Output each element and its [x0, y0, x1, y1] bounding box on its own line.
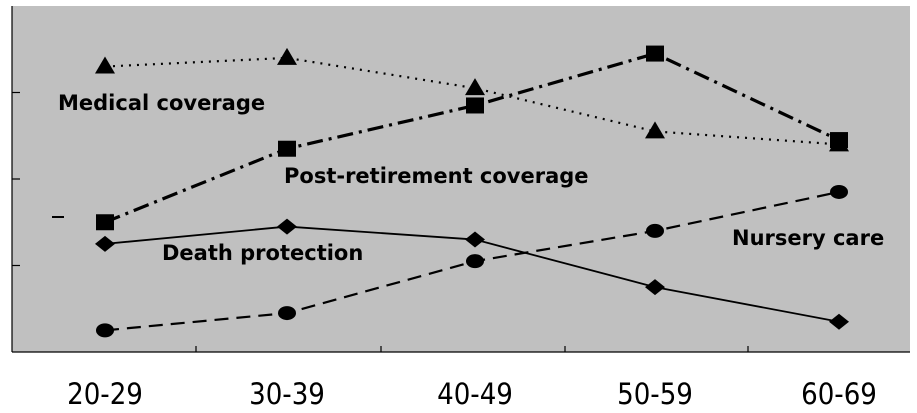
series-line: [104, 56, 840, 146]
series-nursery-care: [96, 184, 848, 338]
square-marker: [646, 45, 664, 62]
x-tick-label: 40-49: [437, 377, 513, 411]
y-axis-ticks: [12, 91, 20, 267]
triangle-marker: [645, 121, 665, 139]
series-label-medical-coverage: Medical coverage: [58, 91, 265, 115]
circle-marker: [96, 323, 114, 338]
diamond-marker: [465, 231, 485, 248]
circle-marker: [830, 184, 848, 199]
series-layer: [52, 45, 849, 338]
circle-marker: [466, 254, 484, 269]
circle-marker: [278, 306, 296, 321]
square-marker: [830, 132, 848, 149]
series-post-retirement-coverage: [96, 45, 848, 231]
square-marker: [96, 214, 114, 231]
x-axis-labels: 20-29 30-39 40-49 50-59 60-69: [67, 377, 877, 411]
series-label-nursery-care: Nursery care: [732, 226, 884, 250]
x-tick-label: 60-69: [801, 377, 877, 411]
diamond-marker: [277, 218, 297, 235]
series-death-protection: [95, 218, 849, 330]
circle-marker: [646, 223, 664, 238]
x-tick-label: 50-59: [617, 377, 693, 411]
square-marker: [466, 97, 484, 114]
square-marker: [278, 140, 296, 157]
triangle-marker: [277, 47, 297, 65]
series-line: [104, 51, 840, 224]
x-axis-ticks: [195, 346, 749, 352]
diamond-marker: [95, 235, 115, 252]
triangle-marker: [465, 78, 485, 96]
triangle-marker: [95, 56, 115, 74]
x-tick-label: 30-39: [249, 377, 325, 411]
series-label-death-protection: Death protection: [162, 241, 363, 265]
series-label-post-retirement-coverage: Post-retirement coverage: [284, 164, 589, 188]
x-tick-label: 20-29: [67, 377, 143, 411]
diamond-marker: [829, 313, 849, 330]
diamond-marker: [645, 279, 665, 296]
